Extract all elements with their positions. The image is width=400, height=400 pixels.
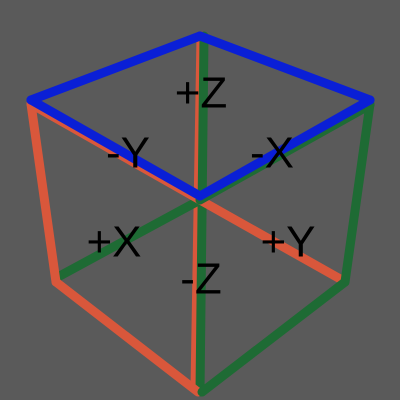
edge-bottom-right-green	[202, 282, 345, 392]
edge-left-vertical-red	[31, 104, 56, 282]
face-label-pos-y[interactable]: +Y	[260, 218, 315, 267]
face-label-neg-z[interactable]: -Z	[180, 255, 222, 304]
face-label-pos-x[interactable]: +X	[86, 218, 141, 267]
face-label-neg-x[interactable]: -X	[250, 129, 294, 178]
edge-bottom-left-red	[56, 282, 198, 392]
face-label-pos-z[interactable]: +Z	[175, 69, 228, 118]
edge-right-vertical-green	[345, 104, 370, 282]
face-label-neg-y[interactable]: -Y	[106, 129, 150, 178]
